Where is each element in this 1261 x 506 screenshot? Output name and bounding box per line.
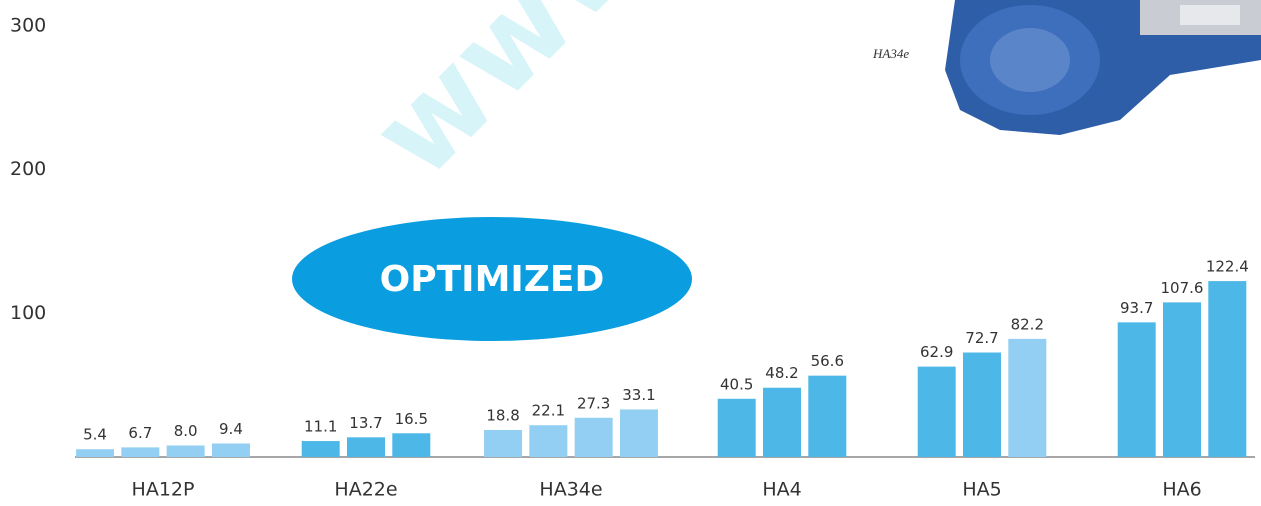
bar: [302, 441, 340, 457]
bar: [1008, 339, 1046, 457]
bar: [347, 437, 385, 457]
x-tick-label: HA6: [1162, 479, 1201, 501]
bar: [529, 425, 567, 457]
x-tick-label: HA4: [762, 479, 801, 501]
chart: www.prolod.c OPTIMIZED HA34e 100200300HA…: [0, 0, 1261, 506]
value-label: 33.1: [622, 386, 655, 404]
bar: [484, 430, 522, 457]
bar: [1163, 302, 1201, 457]
bar: [392, 433, 430, 457]
value-label: 9.4: [219, 420, 243, 438]
bar: [918, 367, 956, 457]
y-tick-label: 300: [10, 14, 46, 36]
value-label: 11.1: [304, 418, 337, 436]
bar: [718, 399, 756, 457]
value-label: 82.2: [1011, 315, 1044, 333]
value-label: 40.5: [720, 375, 753, 393]
value-label: 22.1: [532, 402, 565, 420]
bar: [212, 443, 250, 457]
value-label: 93.7: [1120, 299, 1153, 317]
bar: [575, 418, 613, 457]
value-label: 16.5: [395, 410, 428, 428]
bar: [1118, 322, 1156, 457]
value-label: 6.7: [128, 424, 152, 442]
bar: [620, 409, 658, 457]
bar: [963, 353, 1001, 457]
bar: [1208, 281, 1246, 457]
compressor-photo: [945, 0, 1261, 135]
x-tick-label: HA12P: [132, 479, 195, 501]
value-label: 56.6: [811, 352, 844, 370]
x-tick-label: HA5: [962, 479, 1001, 501]
badge-text: OPTIMIZED: [380, 259, 605, 300]
bar: [76, 449, 114, 457]
value-label: 13.7: [349, 414, 382, 432]
bar: [167, 446, 205, 457]
bar: [121, 447, 159, 457]
bar: [763, 388, 801, 457]
bar: [808, 376, 846, 457]
value-label: 8.0: [174, 422, 198, 440]
x-tick-label: HA34e: [539, 479, 602, 501]
y-tick-label: 100: [10, 302, 46, 324]
photo-caption: HA34e: [872, 46, 909, 61]
value-label: 27.3: [577, 394, 610, 412]
value-label: 62.9: [920, 343, 953, 361]
value-label: 122.4: [1206, 258, 1249, 276]
x-tick-label: HA22e: [334, 479, 397, 501]
value-label: 107.6: [1161, 279, 1204, 297]
y-tick-label: 200: [10, 158, 46, 180]
value-label: 18.8: [486, 406, 519, 424]
value-label: 72.7: [965, 329, 998, 347]
value-label: 5.4: [83, 426, 107, 444]
value-label: 48.2: [765, 364, 798, 382]
